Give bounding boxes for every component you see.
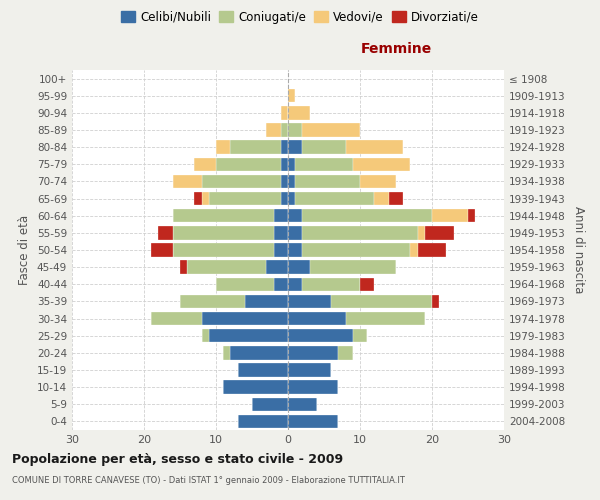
Bar (274, 209, 288, 222)
Bar (425, 226, 454, 239)
Bar (288, 260, 310, 274)
Bar (295, 192, 374, 205)
Bar (288, 209, 302, 222)
Bar (173, 244, 274, 256)
Bar (288, 414, 338, 428)
Bar (353, 329, 367, 342)
Bar (245, 294, 288, 308)
Text: COMUNE DI TORRE CANAVESE (TO) - Dati ISTAT 1° gennaio 2009 - Elaborazione TUTTIT: COMUNE DI TORRE CANAVESE (TO) - Dati IST… (12, 476, 405, 485)
Y-axis label: Anni di nascita: Anni di nascita (572, 206, 585, 294)
Bar (295, 158, 353, 171)
Bar (173, 209, 274, 222)
Bar (180, 260, 187, 274)
Bar (288, 140, 302, 154)
Bar (202, 192, 209, 205)
Bar (302, 140, 346, 154)
Bar (274, 278, 288, 291)
Bar (302, 209, 432, 222)
Bar (338, 346, 353, 360)
Bar (238, 364, 288, 376)
Bar (173, 174, 202, 188)
Bar (173, 226, 274, 239)
Bar (360, 278, 374, 291)
Bar (360, 174, 396, 188)
Text: Popolazione per età, sesso e stato civile - 2009: Popolazione per età, sesso e stato civil… (12, 452, 343, 466)
Bar (202, 174, 281, 188)
Bar (281, 124, 288, 136)
Bar (209, 192, 281, 205)
Bar (266, 260, 288, 274)
Bar (468, 209, 475, 222)
Bar (288, 329, 353, 342)
Bar (288, 294, 331, 308)
Bar (288, 278, 302, 291)
Bar (158, 226, 173, 239)
Bar (295, 174, 360, 188)
Bar (288, 244, 302, 256)
Bar (331, 294, 432, 308)
Bar (281, 192, 288, 205)
Bar (230, 140, 281, 154)
Bar (180, 294, 245, 308)
Bar (302, 124, 360, 136)
Bar (346, 312, 425, 326)
Bar (418, 226, 425, 239)
Bar (418, 244, 446, 256)
Bar (281, 140, 288, 154)
Bar (288, 226, 302, 239)
Bar (389, 192, 403, 205)
Legend: Celibi/Nubili, Coniugati/e, Vedovi/e, Divorziati/e: Celibi/Nubili, Coniugati/e, Vedovi/e, Di… (116, 6, 484, 28)
Bar (194, 158, 216, 171)
Bar (187, 260, 266, 274)
Bar (281, 158, 288, 171)
Bar (223, 346, 230, 360)
Bar (281, 106, 288, 120)
Bar (310, 260, 396, 274)
Bar (151, 244, 173, 256)
Bar (353, 158, 410, 171)
Bar (302, 244, 410, 256)
Bar (238, 414, 288, 428)
Bar (288, 124, 302, 136)
Bar (202, 329, 209, 342)
Bar (216, 278, 274, 291)
Bar (288, 158, 295, 171)
Bar (432, 294, 439, 308)
Bar (216, 140, 230, 154)
Bar (288, 192, 295, 205)
Bar (274, 226, 288, 239)
Bar (288, 346, 338, 360)
Y-axis label: Fasce di età: Fasce di età (19, 215, 31, 285)
Bar (288, 89, 295, 102)
Bar (346, 140, 403, 154)
Bar (223, 380, 288, 394)
Bar (288, 398, 317, 411)
Bar (230, 346, 288, 360)
Bar (288, 312, 346, 326)
Bar (266, 124, 281, 136)
Bar (410, 244, 418, 256)
Bar (202, 312, 288, 326)
Text: Femmine: Femmine (361, 42, 431, 56)
Bar (216, 158, 281, 171)
Bar (288, 106, 310, 120)
Bar (288, 364, 331, 376)
Bar (432, 209, 468, 222)
Bar (252, 398, 288, 411)
Bar (288, 380, 338, 394)
Bar (151, 312, 202, 326)
Bar (288, 174, 295, 188)
Bar (374, 192, 389, 205)
Bar (209, 329, 288, 342)
Bar (302, 278, 360, 291)
Bar (194, 192, 202, 205)
Bar (274, 244, 288, 256)
Bar (302, 226, 418, 239)
Bar (281, 174, 288, 188)
